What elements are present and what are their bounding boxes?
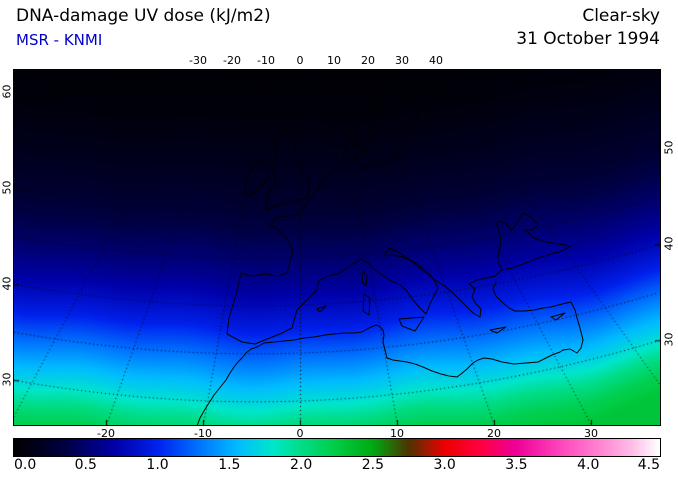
- coastline-black-sea: [497, 213, 571, 270]
- top-axis-label: -10: [257, 54, 275, 67]
- colorbar-tick-label: 2.0: [289, 457, 313, 473]
- colorbar-tick-label: 2.5: [361, 457, 385, 473]
- colorbar-canvas: [14, 439, 660, 456]
- top-axis-label: 20: [361, 54, 375, 67]
- top-axis-label: -20: [223, 54, 241, 67]
- colorbar-tick-label: 1.0: [146, 457, 169, 473]
- coastline-ireland: [245, 159, 268, 196]
- coastline-islands: [317, 271, 565, 333]
- coastlines-svg: [14, 70, 660, 425]
- map-frame: [13, 69, 661, 426]
- colorbar-tick-label: 0.5: [74, 457, 97, 473]
- colorbar-tick-label: 4.5: [637, 457, 660, 473]
- colorbar-tick-label: 3.5: [505, 457, 528, 473]
- colorbar-tick-label: 3.0: [433, 457, 456, 473]
- top-axis-label: 40: [429, 54, 443, 67]
- coastline-europe-atlantic: [227, 76, 421, 344]
- right-axis-label: 40: [662, 236, 676, 251]
- coastline-britain: [266, 127, 309, 209]
- left-axis-label: 50: [0, 180, 14, 195]
- coastline-scandinavia: [320, 72, 385, 154]
- colorbar-tick-label: 4.0: [577, 457, 600, 473]
- page-title: DNA-damage UV dose (kJ/m2): [16, 6, 271, 26]
- top-axis-label: 0: [296, 54, 304, 67]
- right-axis-label: 50: [662, 140, 676, 155]
- colorbar-tick-label: 1.5: [218, 457, 241, 473]
- right-axis-label: 30: [662, 332, 676, 347]
- coastline-mediterranean-north: [255, 248, 502, 344]
- uv-dose-field-canvas: [14, 70, 660, 425]
- left-axis-label: 30: [0, 372, 14, 387]
- top-axis-label: 10: [327, 54, 341, 67]
- top-axis-label: 30: [395, 54, 409, 67]
- top-axis-label: -30: [189, 54, 207, 67]
- source-label: MSR - KNMI: [16, 31, 103, 49]
- date-label: 31 October 1994: [516, 29, 660, 49]
- colorbar-labels: 0.0 0.5 1.0 1.5 2.0 2.5 3.0 3.5 4.0 4.5: [14, 457, 660, 475]
- condition-label: Clear-sky: [582, 6, 660, 26]
- left-axis-label: 40: [0, 276, 14, 291]
- left-axis-label: 60: [0, 84, 14, 99]
- colorbar-tick-label: 0.0: [14, 457, 37, 473]
- coastline-anatolia-africa: [197, 282, 583, 425]
- colorbar-frame: [13, 438, 661, 457]
